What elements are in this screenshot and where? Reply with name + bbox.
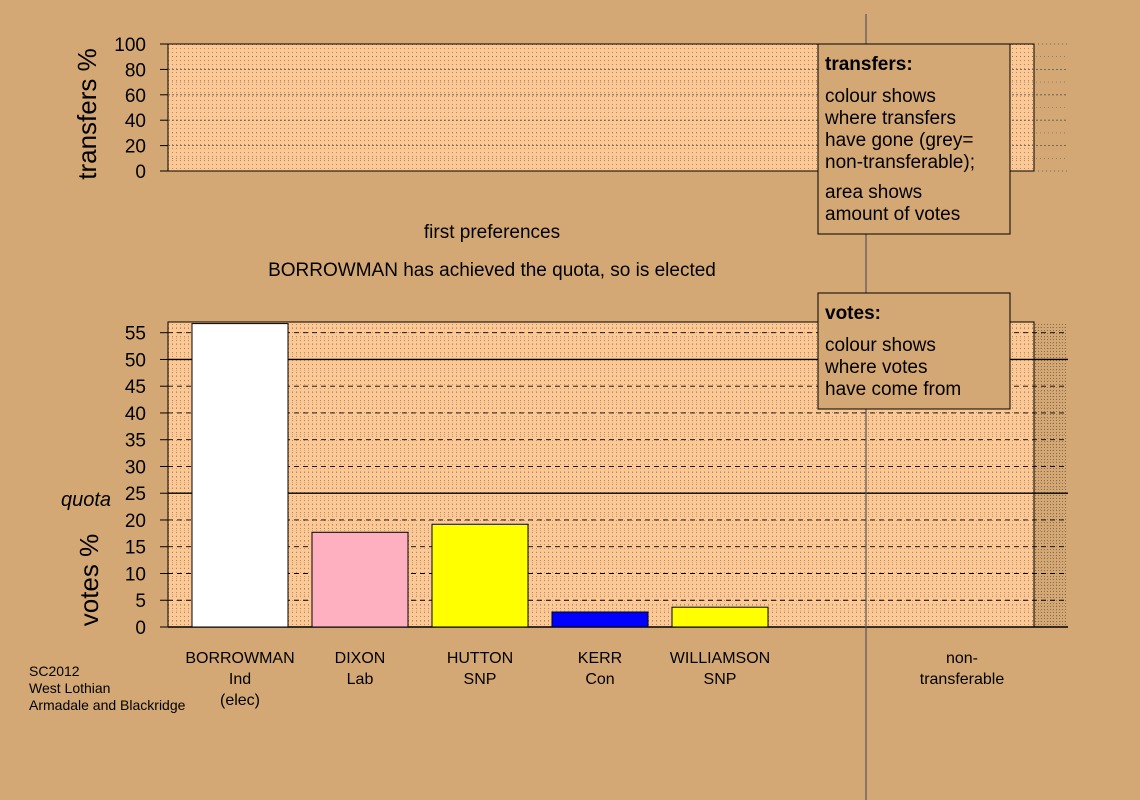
nontransferable-label-line1: non-: [946, 650, 978, 667]
footer-line-3: Armadale and Blackridge: [29, 697, 186, 713]
votes-tick-label: 0: [135, 618, 146, 639]
status-message: BORROWMAN has achieved the quota, so is …: [268, 260, 716, 281]
votes-tick-label: 40: [125, 404, 146, 425]
votes-tick-label: 30: [125, 457, 146, 478]
bar-dixon: [311, 531, 409, 628]
candidate-name: DIXON: [335, 650, 386, 667]
transfers-legend-line: have gone (grey=: [825, 130, 973, 151]
candidate-name: HUTTON: [447, 650, 513, 667]
votes-tick-label: 10: [125, 564, 146, 585]
transfers-tick-label: 20: [125, 137, 146, 158]
candidate-party: SNP: [704, 671, 737, 688]
footer-line-1: SC2012: [29, 663, 80, 679]
transfers-legend-title: transfers:: [825, 54, 913, 75]
votes-legend: votes: colour shows where votes have com…: [817, 292, 1011, 410]
votes-ticks: 0 5 10 15 20 25 30 35 40 45 50 55: [125, 324, 168, 639]
nontransferable-label-line2: transferable: [920, 671, 1005, 688]
transfers-tick-label: 100: [114, 35, 146, 56]
bar-hutton: [431, 523, 529, 628]
votes-tick-label: 55: [125, 324, 146, 345]
candidate-party: Ind: [229, 671, 251, 688]
transfers-legend-line: where transfers: [824, 108, 956, 129]
transfers-legend: transfers: colour shows where transfers …: [817, 43, 1011, 235]
bar-borrowman: [191, 323, 289, 628]
transfers-ticks: 0 20 40 60 80 100: [114, 35, 168, 183]
transfers-tick-label: 80: [125, 60, 146, 81]
votes-bars: [191, 323, 769, 628]
votes-y-axis-label: votes %: [74, 534, 104, 627]
candidate-name: WILLIAMSON: [670, 650, 770, 667]
votes-tick-label: 45: [125, 377, 146, 398]
votes-tick-label: 20: [125, 511, 146, 532]
bar-kerr: [551, 611, 649, 628]
quota-label: quota: [61, 489, 111, 511]
transfers-legend-line: area shows: [825, 182, 922, 203]
nontransferable-zone: [1034, 322, 1068, 627]
transfers-tick-label: 0: [135, 162, 146, 183]
transfers-tick-label: 60: [125, 86, 146, 107]
votes-tick-label: 5: [135, 591, 146, 612]
votes-legend-line: have come from: [825, 379, 961, 400]
candidate-labels: BORROWMAN Ind (elec) DIXON Lab HUTTON SNP KERR C…: [185, 650, 770, 709]
candidate-party: Con: [585, 671, 614, 688]
candidate-party: Lab: [347, 671, 374, 688]
votes-legend-line: where votes: [824, 357, 927, 378]
candidate-name: KERR: [578, 650, 622, 667]
votes-legend-title: votes:: [825, 303, 881, 324]
transfers-y-axis-label: transfers %: [72, 48, 102, 180]
votes-tick-label: 25: [125, 484, 146, 505]
transfers-legend-line: non-transferable);: [825, 152, 975, 173]
votes-legend-line: colour shows: [825, 335, 936, 356]
footer-line-2: West Lothian: [29, 680, 110, 696]
transfers-tick-label: 40: [125, 111, 146, 132]
transfers-legend-line: amount of votes: [825, 204, 960, 225]
votes-tick-label: 35: [125, 431, 146, 452]
candidate-note: (elec): [220, 692, 260, 709]
votes-tick-label: 50: [125, 350, 146, 371]
stage-label: first preferences: [424, 222, 560, 243]
votes-tick-label: 15: [125, 538, 146, 559]
candidate-name: BORROWMAN: [185, 650, 294, 667]
candidate-party: SNP: [464, 671, 497, 688]
transfers-legend-line: colour shows: [825, 86, 936, 107]
bar-williamson: [671, 606, 769, 628]
